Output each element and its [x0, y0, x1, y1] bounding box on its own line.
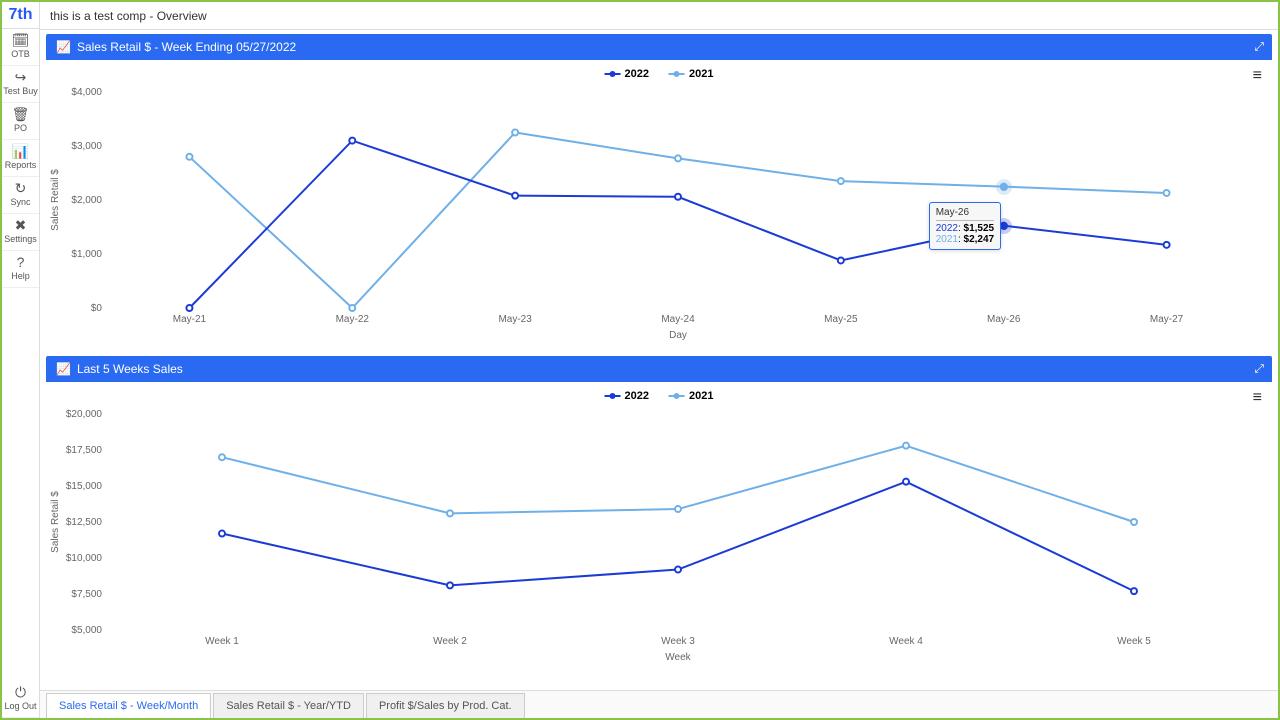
nav-icon: 📊: [2, 144, 39, 158]
svg-text:Week 3: Week 3: [661, 636, 695, 647]
svg-text:May-23: May-23: [498, 314, 532, 325]
power-icon: ⏻: [2, 685, 39, 699]
legend-label: 2021: [689, 390, 713, 402]
legend-label: 2022: [625, 68, 649, 80]
chart-tooltip: May-262022: $1,5252021: $2,247: [929, 202, 1001, 250]
svg-text:$3,000: $3,000: [71, 141, 102, 152]
tab[interactable]: Sales Retail $ - Year/YTD: [213, 693, 364, 718]
svg-text:May-27: May-27: [1150, 314, 1184, 325]
sidebar-item-sync[interactable]: ↻ Sync: [2, 177, 39, 214]
svg-text:$2,000: $2,000: [71, 195, 102, 206]
bottom-tabs: Sales Retail $ - Week/MonthSales Retail …: [40, 690, 1278, 718]
nav-label: OTB: [11, 49, 30, 59]
brand-logo: 7th: [2, 2, 39, 29]
chart-menu-icon[interactable]: ≡: [1253, 390, 1262, 406]
panel-header: 📈 Sales Retail $ - Week Ending 05/27/202…: [46, 34, 1272, 60]
sidebar-item-test-buy[interactable]: ↪ Test Buy: [2, 66, 39, 103]
sidebar: 7th 🗓 OTB ↪ Test Buy 🗑 PO 📊 Reports ↻ Sync ✖ Settin…: [2, 2, 40, 718]
svg-text:$15,000: $15,000: [66, 481, 103, 492]
chart-area-2: .legend-swatch[style*='#1a3bd6']::after{…: [46, 382, 1272, 672]
legend-item[interactable]: .legend-swatch[style*='#1a3bd6']::after{…: [605, 68, 649, 80]
svg-text:$5,000: $5,000: [71, 625, 102, 636]
nav-label: Settings: [4, 234, 37, 244]
legend-item[interactable]: .legend-swatch[style*='#6fb0e8']::after{…: [669, 68, 713, 80]
svg-text:Week 5: Week 5: [1117, 636, 1151, 647]
svg-text:Week: Week: [665, 652, 691, 663]
nav-icon: 🗓: [2, 33, 39, 47]
panel-sales-week: 📈 Sales Retail $ - Week Ending 05/27/202…: [46, 34, 1272, 350]
svg-text:Week 4: Week 4: [889, 636, 923, 647]
nav-label: Sync: [10, 197, 30, 207]
svg-text:Week 2: Week 2: [433, 636, 467, 647]
nav-icon: ?: [2, 255, 39, 269]
panel-title: Last 5 Weeks Sales: [77, 362, 183, 376]
svg-text:$4,000: $4,000: [71, 87, 102, 98]
legend-item[interactable]: .legend-swatch[style*='#6fb0e8']::after{…: [669, 390, 713, 402]
expand-icon[interactable]: ⤢: [1254, 40, 1264, 55]
nav-label: Reports: [5, 160, 37, 170]
nav-icon: ↻: [2, 181, 39, 195]
sidebar-item-po[interactable]: 🗑 PO: [2, 103, 39, 140]
panel-header: 📈 Last 5 Weeks Sales ⤢: [46, 356, 1272, 382]
sidebar-item-reports[interactable]: 📊 Reports: [2, 140, 39, 177]
nav-label: PO: [14, 123, 27, 133]
tab[interactable]: Sales Retail $ - Week/Month: [46, 693, 211, 718]
chart-menu-icon[interactable]: ≡: [1253, 68, 1262, 84]
panel-title: Sales Retail $ - Week Ending 05/27/2022: [77, 40, 296, 54]
svg-text:$10,000: $10,000: [66, 553, 103, 564]
page-title: this is a test comp - Overview: [50, 9, 207, 23]
svg-text:$7,500: $7,500: [71, 589, 102, 600]
chart-icon: 📈: [56, 40, 71, 54]
nav-label: Test Buy: [3, 86, 38, 96]
svg-text:May-25: May-25: [824, 314, 858, 325]
logout-button[interactable]: ⏻ Log Out: [2, 681, 39, 718]
svg-text:Sales Retail $: Sales Retail $: [50, 169, 61, 231]
svg-text:Day: Day: [669, 330, 687, 341]
hover-point: [1000, 183, 1008, 191]
svg-text:$1,000: $1,000: [71, 249, 102, 260]
chart-legend: .legend-swatch[style*='#1a3bd6']::after{…: [605, 390, 714, 402]
svg-text:$20,000: $20,000: [66, 409, 103, 420]
svg-text:May-26: May-26: [987, 314, 1021, 325]
svg-text:$0: $0: [91, 303, 103, 314]
svg-text:May-21: May-21: [173, 314, 207, 325]
tooltip-title: May-26: [936, 207, 994, 221]
nav-icon: ↪: [2, 70, 39, 84]
legend-label: 2022: [625, 390, 649, 402]
svg-text:$12,500: $12,500: [66, 517, 103, 528]
nav-icon: 🗑: [2, 107, 39, 121]
chart-icon: 📈: [56, 362, 71, 376]
tab[interactable]: Profit $/Sales by Prod. Cat.: [366, 693, 525, 718]
svg-text:May-22: May-22: [336, 314, 370, 325]
chart-legend: .legend-swatch[style*='#1a3bd6']::after{…: [605, 68, 714, 80]
legend-label: 2021: [689, 68, 713, 80]
page-title-bar: this is a test comp - Overview: [40, 2, 1278, 30]
nav-icon: ✖: [2, 218, 39, 232]
svg-text:$17,500: $17,500: [66, 445, 103, 456]
sidebar-item-help[interactable]: ? Help: [2, 251, 39, 288]
svg-text:May-24: May-24: [661, 314, 695, 325]
logout-label: Log Out: [4, 701, 36, 711]
expand-icon[interactable]: ⤢: [1254, 362, 1264, 377]
chart-area-1: .legend-swatch[style*='#1a3bd6']::after{…: [46, 60, 1272, 350]
nav-label: Help: [11, 271, 30, 281]
legend-item[interactable]: .legend-swatch[style*='#1a3bd6']::after{…: [605, 390, 649, 402]
panel-last-5-weeks: 📈 Last 5 Weeks Sales ⤢ .legend-swatch[st…: [46, 356, 1272, 672]
svg-text:Sales Retail $: Sales Retail $: [50, 491, 61, 553]
sidebar-item-otb[interactable]: 🗓 OTB: [2, 29, 39, 66]
svg-text:Week 1: Week 1: [205, 636, 239, 647]
sidebar-item-settings[interactable]: ✖ Settings: [2, 214, 39, 251]
